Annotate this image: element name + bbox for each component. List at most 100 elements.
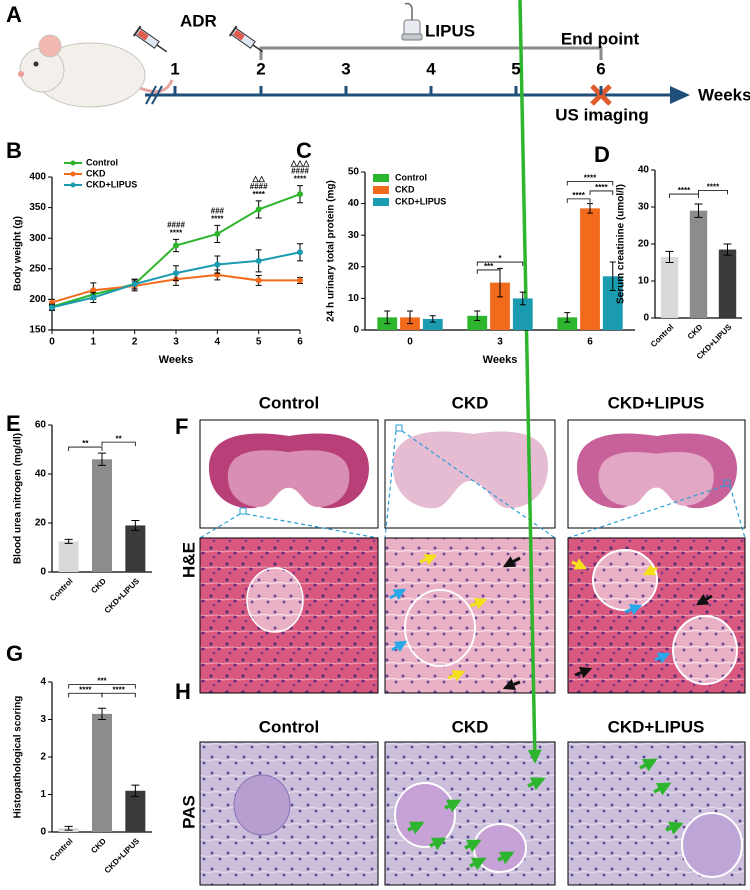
significance-bracket — [101, 692, 136, 698]
y-tick-label: 40 — [35, 469, 47, 480]
data-point — [297, 277, 303, 284]
error-bar — [384, 310, 391, 325]
he-panel: F Control CKD CKD+LIPUS H&E — [175, 393, 746, 694]
mouse-ear — [38, 34, 62, 58]
bar — [490, 282, 510, 330]
y-tick-label: 200 — [29, 294, 46, 305]
x-tick-label: CKD+LIPUS — [103, 576, 142, 615]
x-tick-label: Control — [649, 323, 675, 349]
legend-swatch — [70, 160, 76, 166]
glomerulus — [394, 782, 456, 848]
timeline-week: 6 — [596, 59, 605, 78]
error-bar — [98, 452, 106, 466]
y-tick-label: 20 — [348, 261, 360, 272]
mouse-tail — [139, 79, 174, 94]
glomerulus — [233, 774, 291, 836]
annotation: #### — [250, 182, 268, 191]
panel-label: A — [6, 2, 22, 27]
y-tick-label: 20 — [638, 239, 650, 250]
significance-label: **** — [707, 182, 720, 191]
data-point — [214, 261, 221, 268]
timeline-week: 4 — [426, 59, 436, 78]
significance-bracket — [566, 181, 614, 186]
panel-label: F — [175, 414, 188, 439]
x-tick-label: 4 — [215, 337, 221, 348]
significance-bracket — [476, 269, 501, 274]
y-tick-label: 150 — [29, 325, 46, 336]
error-bar — [694, 203, 703, 218]
y-tick-label: 1 — [40, 789, 46, 800]
timeline-week: 2 — [256, 59, 265, 78]
bar — [467, 315, 488, 330]
significance-label: **** — [112, 685, 125, 694]
data-point — [255, 206, 262, 213]
data-point — [255, 277, 262, 284]
data-point — [255, 257, 262, 264]
x-tick-label: 6 — [297, 337, 303, 348]
y-tick-label: 250 — [29, 263, 46, 274]
arrows — [389, 553, 713, 691]
significance-bracket — [669, 193, 699, 199]
treatment-label: ADR — [180, 11, 217, 30]
bar — [512, 298, 533, 330]
bar — [580, 208, 600, 330]
group-title: CKD+LIPUS — [608, 393, 705, 412]
glomerulus — [473, 823, 527, 873]
arrows — [407, 0, 684, 871]
imaging-label: US imaging — [555, 105, 649, 124]
y-axis-label: 24 h urinary total protein (mg) — [326, 180, 337, 322]
data-point — [173, 270, 179, 277]
y-axis-label: Histopathological scoring — [13, 696, 24, 819]
group-title: CKD+LIPUS — [608, 717, 705, 736]
x-axis-label: Weeks — [483, 354, 518, 366]
x-tick-label: 0 — [49, 337, 55, 348]
significance-label: ** — [116, 434, 123, 443]
y-tick-label: 40 — [348, 198, 360, 209]
zoom-box — [239, 507, 247, 515]
significance-bracket — [698, 189, 728, 195]
bar — [557, 317, 578, 330]
x-tick-label: 6 — [587, 337, 593, 348]
annotation: **** — [211, 214, 224, 223]
legend-label: CKD — [395, 184, 415, 194]
annotation: #### — [291, 167, 309, 176]
y-tick-label: 10 — [638, 276, 650, 287]
legend-swatch — [373, 198, 389, 206]
data-point — [90, 287, 97, 294]
data-point — [90, 294, 97, 301]
kidney-medulla — [227, 450, 350, 507]
axis-break — [151, 85, 163, 105]
significance-bracket — [476, 261, 524, 267]
significance-bracket — [68, 446, 103, 452]
bar — [602, 276, 623, 330]
data-point — [297, 191, 303, 198]
panel-label: E — [6, 411, 21, 436]
error-bar — [407, 310, 413, 325]
y-tick-label: 40 — [638, 165, 650, 176]
pas-panel: H Control CKD CKD+LIPUS PAS — [175, 0, 746, 886]
bar — [422, 318, 443, 330]
y-tick-label: 350 — [29, 202, 46, 213]
x-axis-label: Weeks — [159, 354, 194, 366]
bar — [125, 525, 146, 572]
group-title: CKD — [452, 717, 489, 736]
y-tick-label: 3 — [40, 714, 46, 725]
glomerulus — [672, 615, 738, 685]
zoom-box — [395, 424, 403, 432]
annotation: **** — [252, 190, 265, 199]
error-bar — [131, 520, 140, 531]
y-tick-label: 400 — [29, 172, 46, 183]
y-tick-label: 0 — [40, 567, 46, 578]
data-point — [297, 249, 303, 256]
panel-label: C — [296, 138, 312, 163]
legend-label: Control — [395, 172, 427, 182]
group-title: Control — [259, 393, 319, 412]
legend-label: CKD — [86, 168, 106, 178]
zoom-box — [723, 479, 731, 487]
x-tick-label: 1 — [91, 337, 97, 348]
kidney-section — [393, 431, 548, 509]
glomerulus — [246, 567, 304, 633]
stain-label: H&E — [179, 542, 198, 578]
annotation: **** — [170, 229, 183, 238]
bar — [718, 249, 737, 318]
